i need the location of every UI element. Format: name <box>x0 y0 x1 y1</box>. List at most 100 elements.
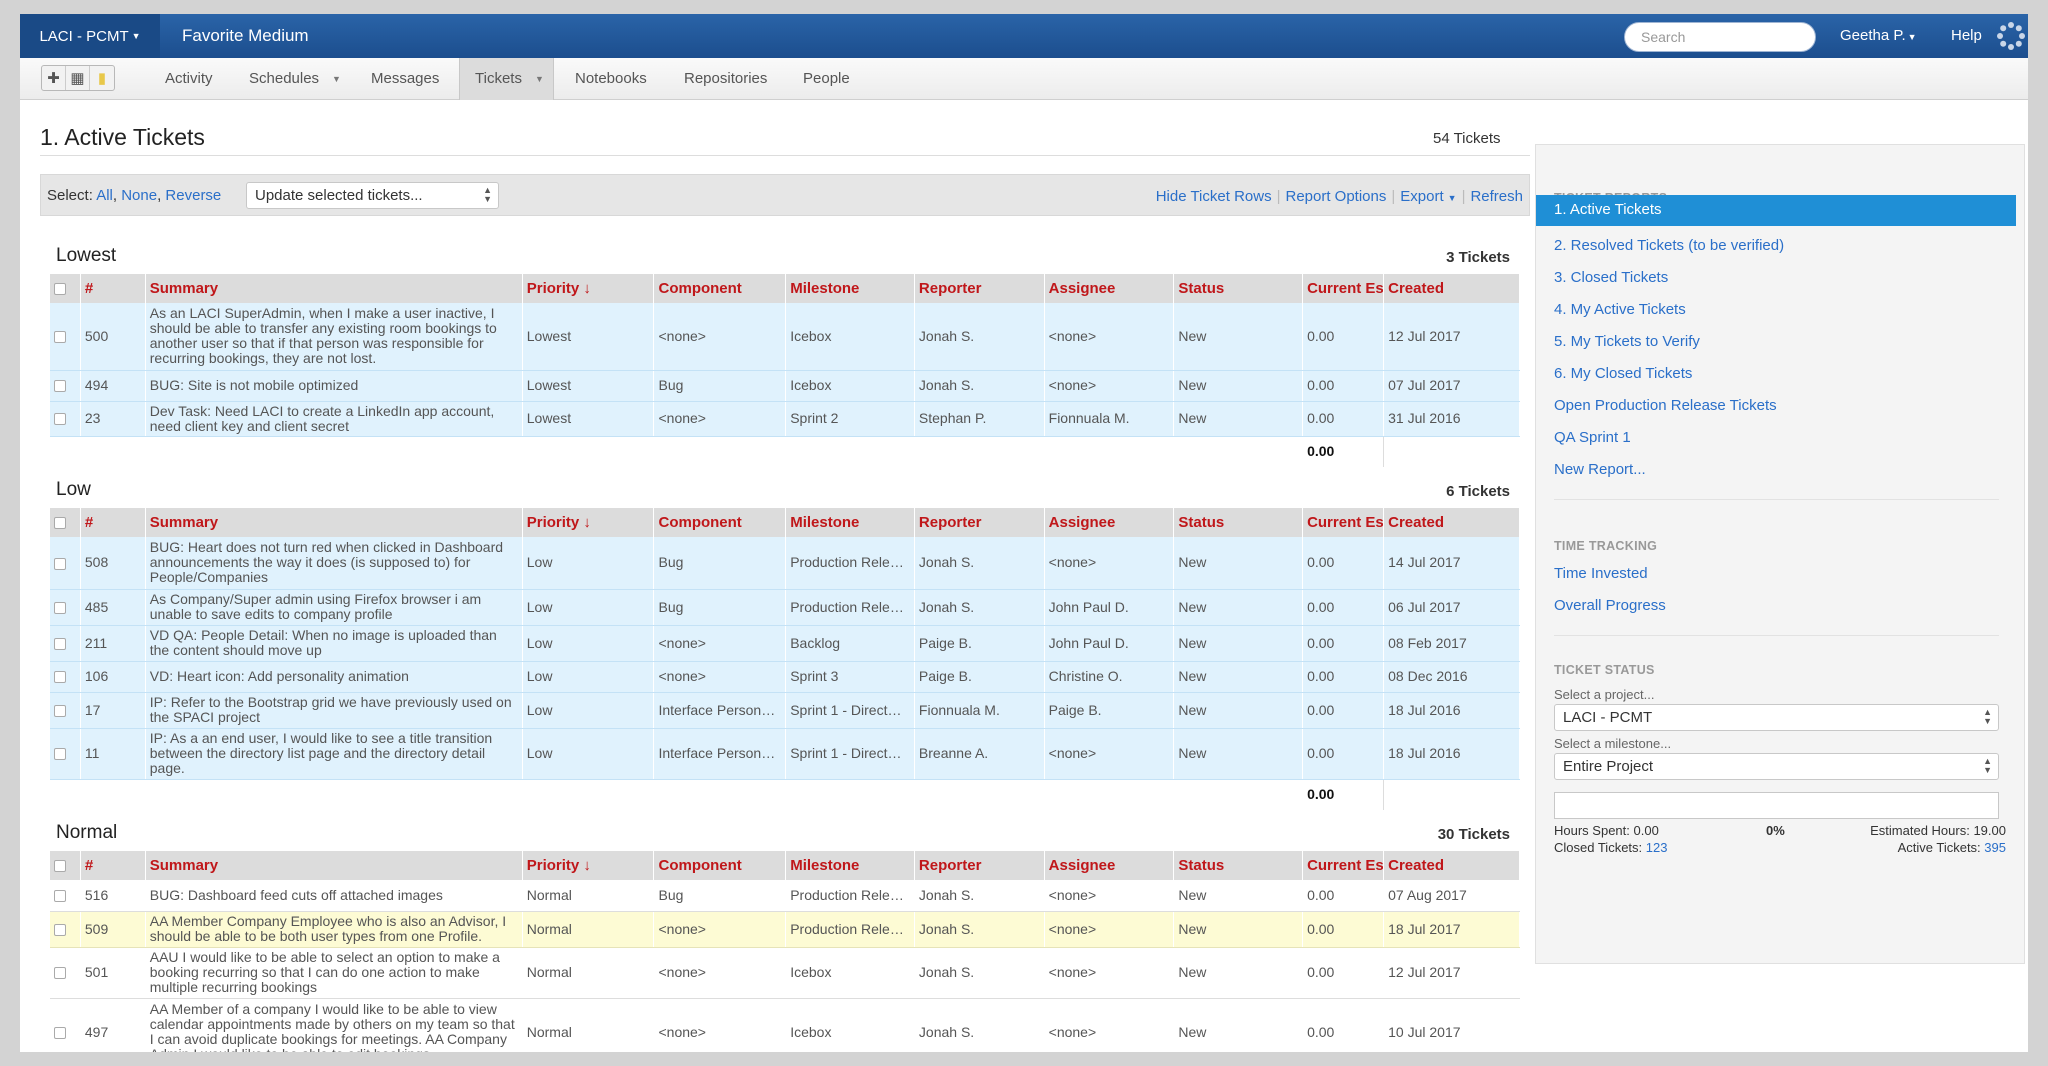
hide-ticket-rows-link[interactable]: Hide Ticket Rows <box>1155 188 1272 205</box>
milestone-select[interactable]: Entire Project ▲ ▼ <box>1554 753 1999 780</box>
refresh-link[interactable]: Refresh <box>1470 188 1523 205</box>
column-header-priority[interactable]: Priority ↓ <box>522 274 655 303</box>
column-header-summary[interactable]: Summary <box>145 274 523 303</box>
cell-num[interactable]: 211 <box>80 625 146 662</box>
select-all-checkbox[interactable] <box>54 283 66 296</box>
tab-people[interactable]: People <box>803 70 850 87</box>
table-row[interactable]: 106 VD: Heart icon: Add personality anima… <box>50 661 1520 693</box>
table-row[interactable]: 211 VD QA: People Detail: When no image i… <box>50 625 1520 662</box>
sidebar-report-closed[interactable]: 3. Closed Tickets <box>1554 269 1669 286</box>
tab-repositories[interactable]: Repositories <box>684 70 768 87</box>
table-row[interactable]: 11 IP: As a an end user, I would like to … <box>50 728 1520 780</box>
bulk-update-select[interactable]: Update selected tickets... ▲ ▼ <box>246 182 499 209</box>
column-header-estimate[interactable]: Current Es <box>1302 851 1385 880</box>
cell-num[interactable]: 485 <box>80 589 146 626</box>
column-header-status[interactable]: Status <box>1173 508 1304 537</box>
column-header-milestone[interactable]: Milestone <box>785 274 915 303</box>
column-header-status[interactable]: Status <box>1173 851 1304 880</box>
chevron-down-icon[interactable]: ▼ <box>535 74 544 84</box>
sidebar-report-qa-sprint[interactable]: QA Sprint 1 <box>1554 429 1631 446</box>
row-checkbox[interactable] <box>54 637 66 650</box>
row-checkbox[interactable] <box>54 380 66 393</box>
project-select[interactable]: LACI - PCMT ▲ ▼ <box>1554 704 1999 731</box>
sidebar-report-active[interactable]: 1. Active Tickets <box>1536 195 2016 226</box>
cell-summary[interactable]: AA Member Company Employee who is also a… <box>145 911 523 948</box>
column-header-reporter[interactable]: Reporter <box>914 508 1045 537</box>
search-input[interactable] <box>1624 22 1816 52</box>
column-header-assignee[interactable]: Assignee <box>1044 274 1175 303</box>
table-row[interactable]: 508 BUG: Heart does not turn red when cli… <box>50 537 1520 590</box>
table-row[interactable]: 516 BUG: Dashboard feed cuts off attached… <box>50 880 1520 912</box>
project-switcher[interactable]: LACI - PCMT ▼ <box>20 14 160 58</box>
cell-num[interactable]: 516 <box>80 880 146 912</box>
row-checkbox[interactable] <box>54 601 66 614</box>
sidebar-report-my-active[interactable]: 4. My Active Tickets <box>1554 301 1686 318</box>
cell-num[interactable]: 500 <box>80 303 146 371</box>
row-checkbox[interactable] <box>54 704 66 717</box>
column-header-component[interactable]: Component <box>653 274 787 303</box>
report-options-link[interactable]: Report Options <box>1285 188 1387 205</box>
cell-num[interactable]: 11 <box>80 728 146 780</box>
column-header-component[interactable]: Component <box>653 851 787 880</box>
sidebar-new-report[interactable]: New Report... <box>1554 461 1646 478</box>
cell-summary[interactable]: BUG: Site is not mobile optimized <box>145 370 523 402</box>
table-row[interactable]: 501 AAU I would like to be able to select… <box>50 947 1520 999</box>
cell-num[interactable]: 23 <box>80 401 146 437</box>
time-invested-link[interactable]: Time Invested <box>1554 565 1648 582</box>
row-checkbox[interactable] <box>54 890 66 903</box>
tab-schedules[interactable]: Schedules <box>249 70 320 87</box>
tab-notebooks[interactable]: Notebooks <box>575 70 647 87</box>
grid-icon[interactable]: ▦ <box>66 66 90 90</box>
select-all-checkbox[interactable] <box>54 517 66 530</box>
user-menu[interactable]: Geetha P. ▼ <box>1840 27 1917 44</box>
cell-summary[interactable]: AA Member of a company I would like to b… <box>145 998 523 1052</box>
column-header-priority[interactable]: Priority ↓ <box>522 851 655 880</box>
row-checkbox[interactable] <box>54 748 66 761</box>
column-header-num[interactable]: # <box>80 274 146 303</box>
cell-num[interactable]: 17 <box>80 692 146 729</box>
table-row[interactable]: 494 BUG: Site is not mobile optimized Lowe… <box>50 370 1520 402</box>
cell-summary[interactable]: VD QA: People Detail: When no image is u… <box>145 625 523 662</box>
cell-summary[interactable]: Dev Task: Need LACI to create a LinkedIn… <box>145 401 523 437</box>
cell-summary[interactable]: As Company/Super admin using Firefox bro… <box>145 589 523 626</box>
select-reverse-link[interactable]: Reverse <box>165 187 222 204</box>
table-row[interactable]: 485 As Company/Super admin using Firefox … <box>50 589 1520 626</box>
cell-num[interactable]: 509 <box>80 911 146 948</box>
column-header-status[interactable]: Status <box>1173 274 1304 303</box>
column-header-assignee[interactable]: Assignee <box>1044 508 1175 537</box>
cell-num[interactable]: 494 <box>80 370 146 402</box>
active-tickets-link[interactable]: 395 <box>1984 840 2006 855</box>
cell-num[interactable]: 501 <box>80 947 146 999</box>
column-header-created[interactable]: Created <box>1383 508 1520 537</box>
select-all-link[interactable]: All <box>96 187 113 204</box>
column-header-milestone[interactable]: Milestone <box>785 508 915 537</box>
table-row[interactable]: 23 Dev Task: Need LACI to create a Linked… <box>50 401 1520 437</box>
cell-num[interactable]: 497 <box>80 998 146 1052</box>
column-header-assignee[interactable]: Assignee <box>1044 851 1175 880</box>
tab-activity[interactable]: Activity <box>165 70 213 87</box>
row-checkbox[interactable] <box>54 413 66 426</box>
tab-tickets[interactable]: Tickets <box>475 70 522 87</box>
table-row[interactable]: 509 AA Member Company Employee who is als… <box>50 911 1520 948</box>
export-menu[interactable]: Export ▼ <box>1400 188 1456 205</box>
cell-summary[interactable]: IP: Refer to the Bootstrap grid we have … <box>145 692 523 729</box>
cell-summary[interactable]: BUG: Dashboard feed cuts off attached im… <box>145 880 523 912</box>
column-header-reporter[interactable]: Reporter <box>914 851 1045 880</box>
row-checkbox[interactable] <box>54 671 66 684</box>
column-header-component[interactable]: Component <box>653 508 787 537</box>
settings-gear-icon[interactable] <box>1996 21 2026 51</box>
column-header-summary[interactable]: Summary <box>145 851 523 880</box>
chevron-down-icon[interactable]: ▼ <box>332 74 341 84</box>
cell-num[interactable]: 508 <box>80 537 146 590</box>
table-row[interactable]: 17 IP: Refer to the Bootstrap grid we hav… <box>50 692 1520 729</box>
sidebar-report-my-verify[interactable]: 5. My Tickets to Verify <box>1554 333 1700 350</box>
row-checkbox[interactable] <box>54 557 66 570</box>
help-link[interactable]: Help <box>1951 27 1982 44</box>
sidebar-report-my-closed[interactable]: 6. My Closed Tickets <box>1554 365 1693 382</box>
cell-summary[interactable]: AAU I would like to be able to select an… <box>145 947 523 999</box>
cell-summary[interactable]: As an LACI SuperAdmin, when I make a use… <box>145 303 523 371</box>
closed-tickets-link[interactable]: 123 <box>1645 840 1668 855</box>
row-checkbox[interactable] <box>54 1026 66 1039</box>
column-header-num[interactable]: # <box>80 508 146 537</box>
add-icon[interactable]: ✚ <box>42 66 66 90</box>
